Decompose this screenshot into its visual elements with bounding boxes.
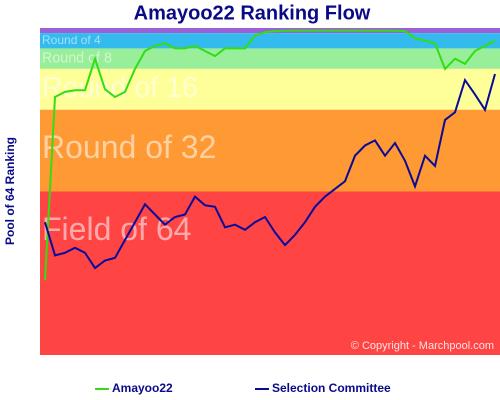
band bbox=[40, 109, 500, 192]
chart-title: Amayoo22 Ranking Flow bbox=[134, 2, 371, 24]
legend-label: Selection Committee bbox=[272, 381, 391, 395]
band bbox=[40, 48, 500, 69]
band-label: Field of 64 bbox=[42, 211, 191, 247]
band-label: Round of 4 bbox=[42, 33, 101, 47]
plot-area: Round of 4 Round of 8 Round of 16 Round of … bbox=[40, 28, 500, 355]
band-label: Round of 16 bbox=[42, 72, 198, 104]
legend-label: Amayoo22 bbox=[112, 381, 173, 395]
band bbox=[40, 33, 500, 49]
band-label: Round of 32 bbox=[42, 129, 216, 165]
y-axis-label: Pool of 64 Ranking bbox=[3, 137, 17, 245]
band-label: Round of 8 bbox=[42, 50, 112, 66]
band bbox=[40, 28, 500, 34]
band bbox=[40, 68, 500, 110]
series-line bbox=[44, 73, 496, 270]
band bbox=[40, 191, 500, 355]
copyright: © Copyright - Marchpool.com bbox=[351, 340, 494, 352]
series-line bbox=[44, 29, 496, 281]
